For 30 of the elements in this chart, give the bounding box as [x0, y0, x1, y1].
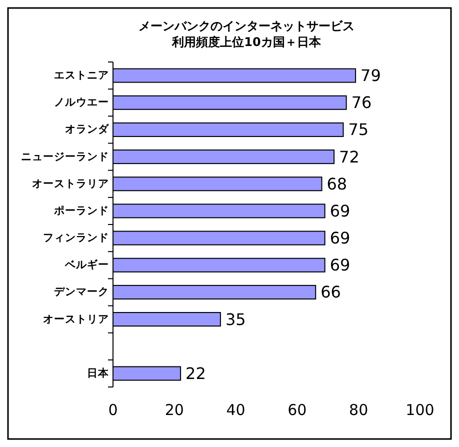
data-label: 69 — [330, 256, 350, 275]
data-label: 69 — [330, 201, 350, 220]
y-tick-label: ポーランド — [53, 204, 109, 217]
data-label: 79 — [360, 66, 381, 86]
chart-title: メーンバンクのインターネットサービス — [138, 19, 354, 33]
chart-subtitle: 利用頻度上位10カ国＋日本 — [171, 35, 322, 49]
data-label: 72 — [339, 147, 360, 166]
y-tick-label: オランダ — [65, 122, 110, 136]
data-label: 75 — [348, 120, 369, 140]
x-tick-label: 0 — [108, 401, 118, 419]
data-label: 69 — [330, 228, 350, 248]
x-tick-label: 100 — [406, 401, 434, 419]
y-tick-label: エストニア — [54, 70, 109, 82]
data-label: 76 — [351, 93, 372, 112]
x-tick-label: 20 — [164, 401, 184, 419]
x-tick-label: 40 — [226, 401, 246, 419]
x-tick-label: 60 — [288, 401, 307, 419]
y-tick-label: ベルギー — [64, 258, 109, 272]
y-tick-label: 日本 — [87, 366, 110, 380]
data-label: 22 — [186, 364, 206, 383]
y-tick-label: オーストリア — [43, 313, 109, 326]
y-tick-label: オーストラリア — [32, 178, 109, 190]
data-label: 35 — [225, 310, 246, 329]
y-tick-label: デンマーク — [54, 286, 109, 298]
y-tick-label: ノルウエー — [54, 96, 109, 109]
x-tick-label: 80 — [349, 401, 368, 419]
data-label: 66 — [320, 282, 341, 302]
y-tick-label: ニュージーランド — [21, 150, 109, 163]
y-tick-label: フィンランド — [43, 232, 109, 244]
data-label: 68 — [326, 174, 348, 194]
